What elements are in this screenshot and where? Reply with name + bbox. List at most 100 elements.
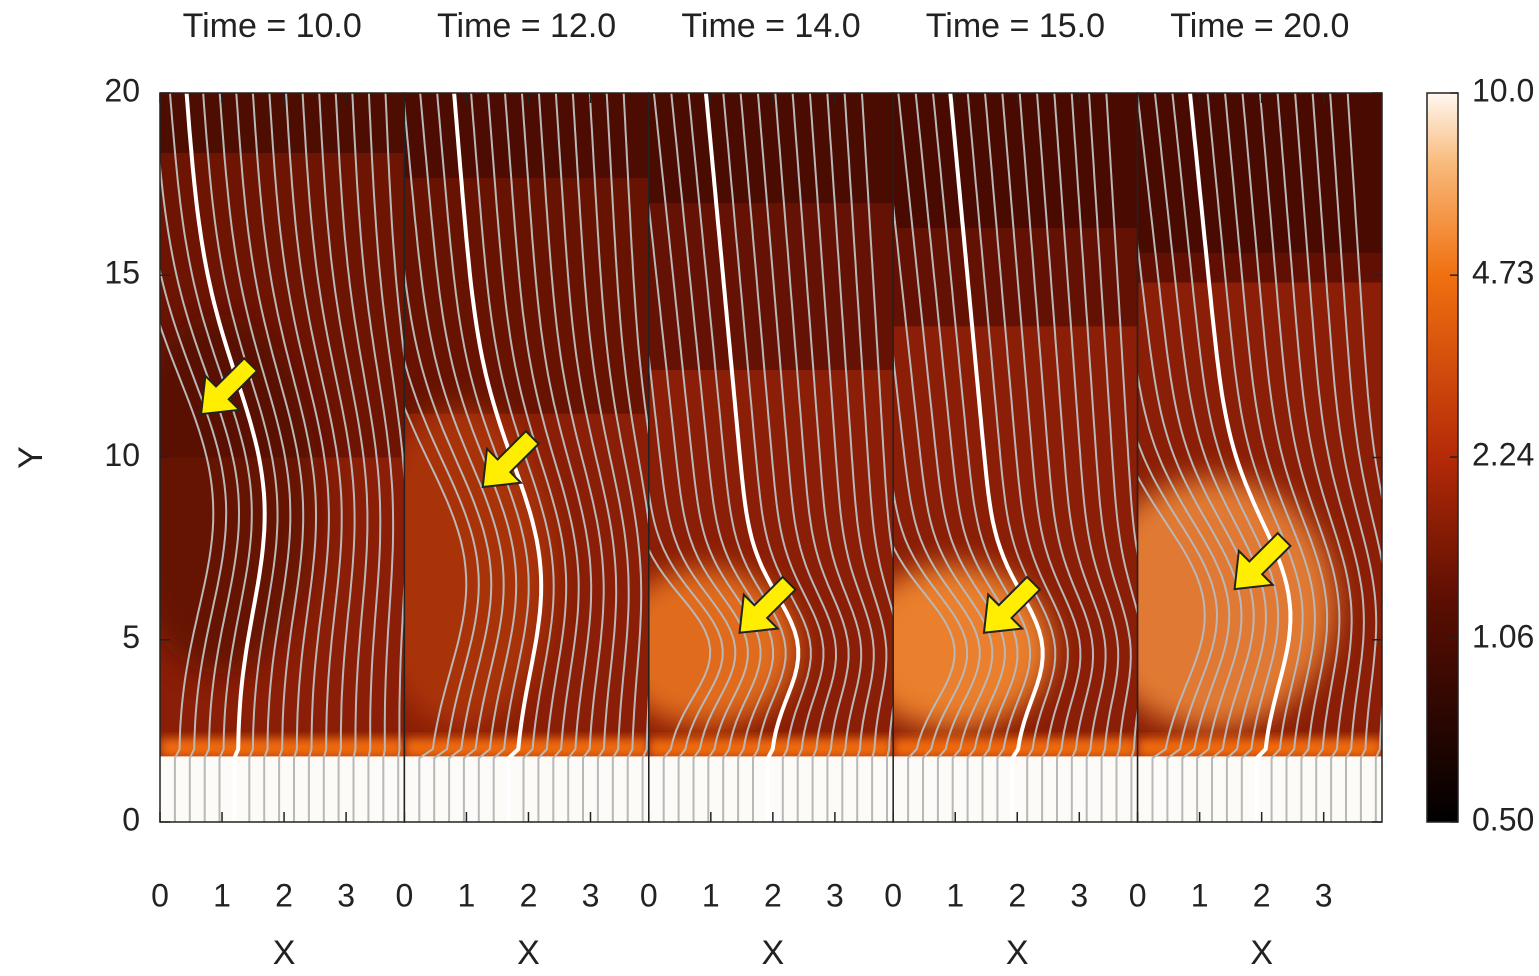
- y-tick-label: 10: [104, 437, 140, 473]
- plasmoid: [1137, 477, 1336, 730]
- panel-title: Time = 15.0: [926, 7, 1105, 45]
- x-tick-label: 3: [582, 877, 600, 913]
- lower-white: [404, 756, 649, 822]
- y-tick-label: 5: [122, 619, 140, 655]
- panel-title: Time = 10.0: [183, 7, 362, 45]
- field-line: [1259, 93, 1341, 822]
- field-line: [652, 93, 762, 822]
- field-line: [756, 93, 838, 822]
- field-line: [268, 93, 330, 822]
- highlight-field-line: [184, 93, 267, 822]
- field-line: [1171, 93, 1280, 822]
- panel-title: Time = 14.0: [681, 7, 860, 45]
- field-line: [520, 93, 593, 822]
- x-tick-label: 0: [151, 877, 169, 913]
- arrow-shape: [738, 575, 797, 634]
- y-axis-label: Y: [12, 446, 50, 469]
- x-tick-label: 2: [1008, 877, 1026, 913]
- lower-white: [160, 756, 405, 822]
- field-line: [1329, 93, 1382, 822]
- field-line: [648, 486, 724, 822]
- field-line: [984, 93, 1069, 822]
- field-line: [404, 264, 493, 822]
- x-axis-label: X: [517, 934, 540, 972]
- x-axis-label: X: [273, 934, 296, 972]
- annotation-arrow: [982, 575, 1042, 634]
- field-line: [843, 93, 894, 822]
- field-line: [774, 93, 850, 822]
- field-line: [791, 93, 863, 822]
- field-line: [808, 93, 875, 822]
- field-line: [893, 544, 956, 822]
- y-tick-label: 15: [104, 255, 140, 291]
- panel-title: Time = 20.0: [1170, 7, 1349, 45]
- lower-white: [1137, 756, 1382, 822]
- annotation-arrow: [1233, 531, 1292, 591]
- field-line: [1088, 93, 1138, 822]
- arrow-shape: [982, 575, 1042, 634]
- x-tick-label: 2: [520, 877, 538, 913]
- field-line: [622, 93, 649, 441]
- field-line: [860, 93, 894, 563]
- field-line: [648, 348, 737, 822]
- field-line: [160, 322, 215, 822]
- panel-image: [160, 93, 405, 822]
- field-line: [966, 93, 1057, 822]
- field-line: [1311, 93, 1378, 822]
- lower-white: [648, 756, 894, 822]
- field-line: [367, 93, 405, 822]
- field-line: [571, 93, 630, 822]
- field-line: [1276, 93, 1353, 822]
- x-tick-label: 2: [275, 877, 293, 913]
- colorbar-tick-label: 4.73: [1472, 255, 1534, 291]
- field-line: [1070, 93, 1132, 822]
- top-dark: [648, 93, 894, 203]
- field-line: [1137, 236, 1243, 822]
- y-tick-label: 20: [104, 72, 140, 108]
- field-line: [351, 93, 395, 822]
- field-line: [826, 93, 888, 822]
- panel-image: [648, 93, 894, 822]
- top-dark: [160, 93, 405, 153]
- field-line: [384, 93, 405, 365]
- annotation-arrow: [481, 429, 541, 489]
- field-line: [932, 93, 1031, 822]
- field-line: [687, 93, 787, 822]
- x-tick-label: 1: [213, 877, 231, 913]
- field-line: [404, 404, 468, 822]
- field-line: [334, 93, 382, 822]
- field-line: [1241, 93, 1329, 822]
- field-line: [670, 93, 774, 822]
- field-line: [722, 93, 812, 822]
- field-line: [537, 93, 605, 822]
- x-axis-label: X: [762, 934, 785, 972]
- x-tick-label: 2: [764, 877, 782, 913]
- panel-image: [1137, 93, 1382, 822]
- field-line: [739, 93, 825, 822]
- field-line: [487, 93, 568, 822]
- field-line: [251, 93, 317, 822]
- top-dark: [893, 93, 1138, 228]
- x-axis-label: X: [1006, 934, 1029, 972]
- field-line: [1137, 438, 1219, 822]
- x-tick-label: 0: [640, 877, 658, 913]
- field-line: [160, 266, 228, 822]
- field-line: [218, 93, 292, 822]
- field-line: [202, 93, 279, 822]
- field-line: [893, 484, 969, 822]
- x-tick-label: 0: [1129, 877, 1147, 913]
- x-tick-label: 3: [1315, 877, 1333, 913]
- field-line: [1137, 368, 1231, 822]
- field-line: [648, 547, 712, 822]
- field-line: [285, 93, 343, 822]
- x-tick-label: 0: [884, 877, 902, 913]
- colorbar-tick-label: 1.06: [1472, 619, 1534, 655]
- field-line: [1105, 93, 1138, 560]
- field-line: [1001, 93, 1082, 822]
- field-line: [504, 93, 580, 822]
- x-tick-label: 0: [396, 877, 414, 913]
- field-line: [1153, 93, 1267, 822]
- field-line: [1036, 93, 1107, 822]
